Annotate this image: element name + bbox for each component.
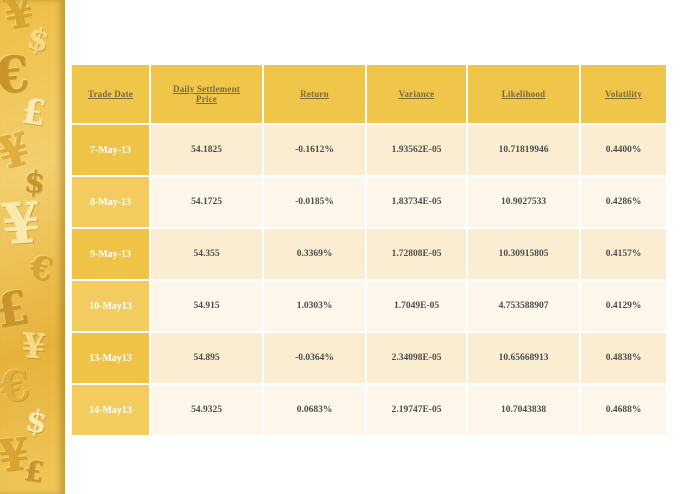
cell-trade-date: 7-May-13 (72, 125, 149, 175)
cell-return: 0.0683% (264, 385, 365, 435)
column-header-likelihood: Likelihood (468, 65, 579, 123)
cell-return: 0.3369% (264, 229, 365, 279)
cell-trade-date: 14-May13 (72, 385, 149, 435)
cell-settlement-price: 54.1725 (151, 177, 262, 227)
cell-volatility: 0.4286% (581, 177, 666, 227)
column-header-label: Trade Date (87, 89, 134, 99)
column-header-settlement-price: Daily Settlement Price (151, 65, 262, 123)
cell-volatility: 0.4688% (581, 385, 666, 435)
cell-trade-date: 10-May13 (72, 281, 149, 331)
cell-trade-date: 9-May-13 (72, 229, 149, 279)
currency-symbol-glyph: ¥ (0, 189, 44, 259)
column-header-label: Return (300, 89, 329, 99)
cell-settlement-price: 54.1825 (151, 125, 262, 175)
cell-settlement-price: 54.915 (151, 281, 262, 331)
cell-likelihood: 10.65668913 (468, 333, 579, 383)
cell-variance: 2.19747E-05 (367, 385, 466, 435)
cell-return: -0.0185% (264, 177, 365, 227)
cell-variance: 1.93562E-05 (367, 125, 466, 175)
cell-trade-date: 13-May13 (72, 333, 149, 383)
cell-likelihood: 10.7043838 (468, 385, 579, 435)
cell-likelihood: 4.753588907 (468, 281, 579, 331)
column-header-label: Likelihood (501, 89, 546, 99)
currency-symbol-glyph: $ (23, 403, 50, 442)
cell-variance: 1.83734E-05 (367, 177, 466, 227)
column-header-label: Daily Settlement Price (173, 84, 240, 104)
cell-volatility: 0.4400% (581, 125, 666, 175)
cell-volatility: 0.4129% (581, 281, 666, 331)
currency-collage-image: ¥ $ € £ ¥ $ ¥ € £ ¥ € $ ¥ £ (0, 0, 65, 494)
cell-variance: 1.72808E-05 (367, 229, 466, 279)
column-header-return: Return (264, 65, 365, 123)
column-header-trade-date: Trade Date (72, 65, 149, 123)
cell-return: 1.0303% (264, 281, 365, 331)
cell-likelihood: 10.9027533 (468, 177, 579, 227)
cell-volatility: 0.4838% (581, 333, 666, 383)
cell-trade-date: 8-May-13 (72, 177, 149, 227)
cell-return: -0.0364% (264, 333, 365, 383)
cell-likelihood: 10.30915805 (468, 229, 579, 279)
currency-symbol-glyph: £ (19, 91, 49, 135)
cell-return: -0.1612% (264, 125, 365, 175)
cell-volatility: 0.4157% (581, 229, 666, 279)
cell-likelihood: 10.71819946 (468, 125, 579, 175)
column-header-label: Volatility (604, 89, 643, 99)
cell-settlement-price: 54.355 (151, 229, 262, 279)
column-header-volatility: Volatility (581, 65, 666, 123)
cell-settlement-price: 54.895 (151, 333, 262, 383)
cell-variance: 2.34098E-05 (367, 333, 466, 383)
column-header-variance: Variance (367, 65, 466, 123)
column-header-label: Variance (398, 89, 435, 99)
currency-symbol-glyph: € (0, 360, 33, 413)
cell-settlement-price: 54.9325 (151, 385, 262, 435)
settlement-price-table: Trade Date Daily Settlement Price Return… (72, 65, 666, 435)
currency-symbol-glyph: £ (21, 453, 46, 490)
cell-variance: 1.7049E-05 (367, 281, 466, 331)
